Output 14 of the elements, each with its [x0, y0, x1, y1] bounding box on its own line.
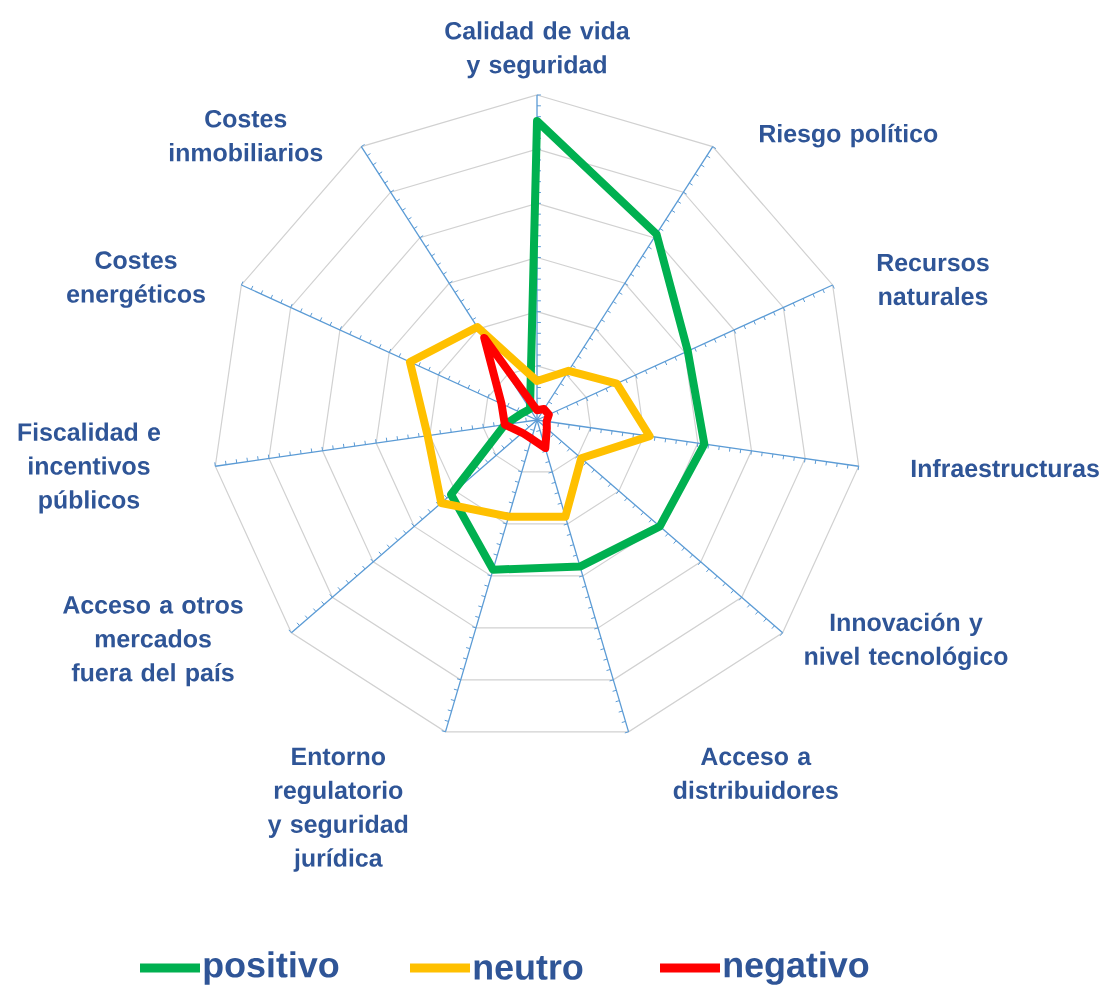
- spoke-label: Acceso a otros mercados fuera del país: [63, 596, 243, 687]
- spoke-label: Costes inmobiliarios: [169, 109, 323, 162]
- spoke-label: Fiscalidad e incentivos públicos: [18, 422, 161, 514]
- legend-label: negativo: [724, 951, 869, 985]
- spoke-label: Recursos naturales: [877, 253, 989, 306]
- spoke-label: Entorno regulatorio y seguridad jurídica: [267, 747, 408, 872]
- spoke-label: Calidad de vida y seguridad: [445, 21, 630, 79]
- legend-label: neutro: [474, 956, 583, 980]
- spoke-label: Riesgo político: [760, 123, 938, 148]
- spoke-label: Infraestructuras: [911, 458, 1099, 478]
- spoke-label: Acceso a distribuidores: [673, 747, 838, 800]
- spoke-label: Innovación y nivel tecnológico: [805, 612, 1008, 671]
- spoke-label: Costes energéticos: [67, 251, 205, 308]
- legend-label: positivo: [204, 951, 339, 985]
